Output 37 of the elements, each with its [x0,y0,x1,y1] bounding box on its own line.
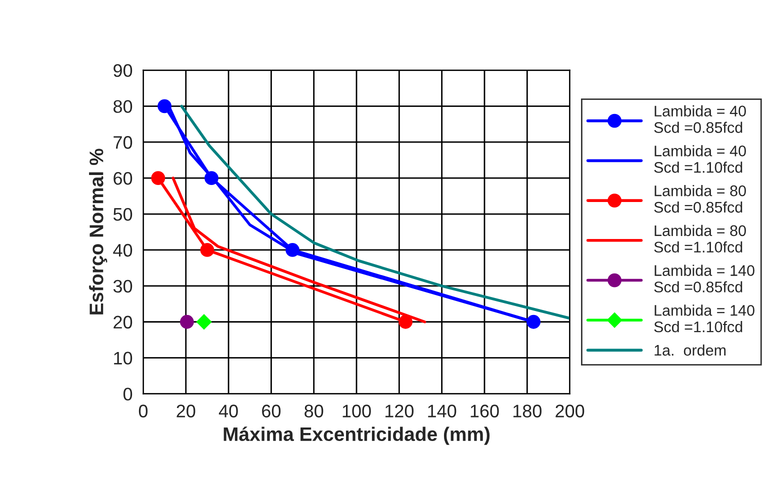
x-tick-label: 140 [428,404,456,418]
y-tick-label: 0 [123,388,132,400]
point [151,171,166,186]
x-tick-label: 0 [138,404,148,418]
legend-label: Lambida = 140 Scd =0.85fcd [654,264,754,292]
legend-label: Lambida = 80 Scd =0.85fcd [654,185,746,213]
legend-label: Lambida = 40 Scd =1.10fcd [654,145,746,173]
x-tick-label: 60 [262,404,281,418]
x-axis-title: Máxima Excentricidade (mm) [224,426,490,445]
x-tick-label: 120 [385,404,414,418]
y-tick-label: 30 [113,280,132,293]
y-axis-title: Esforço Normal % [89,148,108,314]
x-tick-label: 40 [218,404,238,418]
y-tick-label: 70 [114,136,132,149]
legend-label: Lambida = 80 Scd =1.10fcd [654,224,746,253]
x-tick-label: 100 [342,404,371,418]
point [158,99,172,114]
legend-label: 1a. ordem [654,344,726,356]
legend-label: Lambida = 140 Scd =1.10fcd [654,304,754,332]
y-tick-label: 50 [113,208,132,221]
x-tick-label: 20 [176,404,196,418]
x-tick-label: 80 [304,404,324,418]
x-tick-label: 200 [556,404,584,418]
point [180,314,194,329]
point [200,243,214,257]
y-tick-label: 40 [113,244,132,257]
x-tick-label: 180 [513,404,542,418]
legend-label: Lambida = 40 Scd =0.85fcd [654,105,746,133]
y-tick-label: 80 [114,100,132,113]
line-series [180,104,570,320]
x-tick-label: 160 [470,404,499,418]
y-tick-label: 60 [114,172,132,185]
y-tick-label: 20 [114,316,132,329]
point [398,314,413,329]
point [196,314,212,330]
y-tick-label: 10 [114,352,132,365]
y-tick-label: 90 [114,64,132,77]
